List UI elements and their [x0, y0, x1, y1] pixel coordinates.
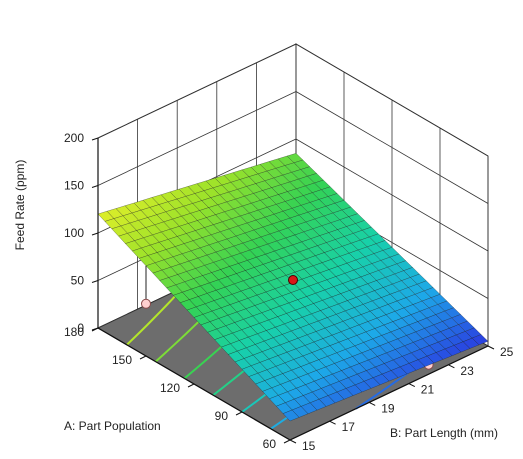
z-tick	[91, 185, 99, 188]
z-grid-line	[97, 43, 297, 139]
z-tick-label: 50	[71, 274, 85, 288]
z-axis-label: Feed Rate (ppm)	[13, 160, 27, 251]
x-tick-label: 120	[160, 381, 180, 395]
z-tick	[91, 327, 99, 331]
y-tick	[408, 383, 416, 388]
x-tick	[139, 355, 147, 360]
design-points-above	[288, 275, 298, 285]
response-surface	[97, 153, 489, 422]
surface-cell	[282, 409, 300, 422]
y-tick	[487, 345, 495, 350]
x-tick-label: 150	[112, 353, 132, 367]
y-tick	[289, 439, 297, 444]
y-tick	[368, 401, 376, 406]
x-tick	[235, 411, 243, 416]
z-tick-label: 150	[64, 179, 84, 193]
x-axis-label: A: Part Population	[64, 419, 161, 433]
z-grid-line	[97, 91, 297, 186]
z-tick-label: 100	[64, 226, 84, 240]
x-tick	[283, 439, 291, 444]
x-tick-label: 180	[64, 325, 84, 339]
y-tick	[448, 364, 455, 369]
y-axis-line	[289, 345, 489, 441]
y-tick-label: 23	[460, 364, 474, 378]
z-tick	[91, 232, 99, 236]
axes: 60 90 120 150 180 15 17 19 21 23 25 0 50 100 150 200	[64, 131, 514, 453]
y-tick-label: 19	[381, 401, 395, 415]
design-point	[141, 298, 151, 309]
x-tick	[187, 383, 195, 388]
y-tick-label: 25	[500, 345, 514, 359]
z-tick-label: 0	[77, 321, 84, 335]
y-tick-label: 17	[342, 420, 356, 434]
x-tick-label: 90	[215, 409, 229, 423]
z-tick	[91, 137, 99, 141]
x-tick-label: 60	[263, 437, 277, 451]
y-axis-label: B: Part Length (mm)	[390, 426, 498, 440]
y-tick-label: 21	[421, 383, 435, 397]
z-tick	[91, 280, 99, 283]
y-tick-label: 15	[302, 439, 316, 453]
y-tick	[329, 420, 336, 425]
z-tick-label: 200	[64, 131, 84, 145]
design-point	[288, 275, 298, 285]
